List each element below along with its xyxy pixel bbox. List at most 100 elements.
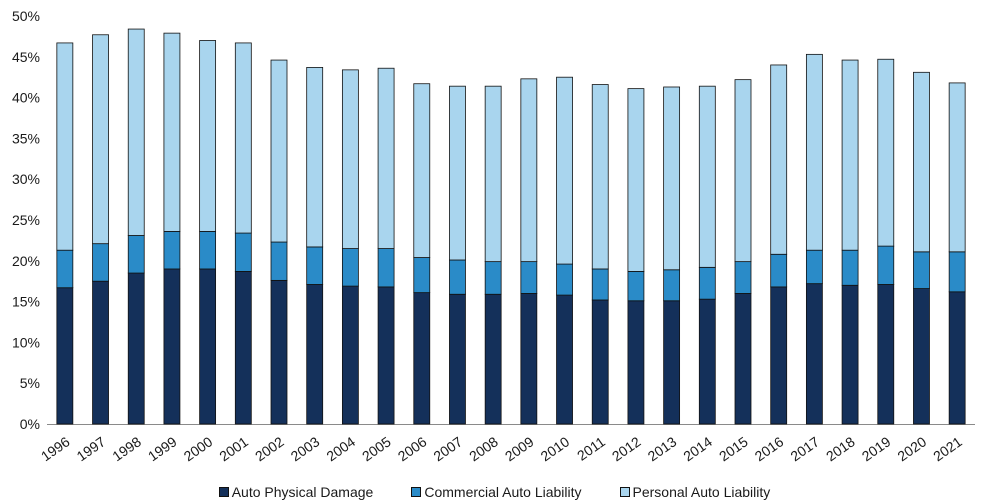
- x-tick-label: 2016: [752, 433, 787, 464]
- y-tick-label: 40%: [12, 90, 40, 106]
- bar-segment-commercial-auto-liability: [163, 231, 181, 270]
- bar-segment-personal-auto-liability: [948, 82, 966, 253]
- x-tick-label: 2003: [288, 433, 323, 464]
- bar-segment-auto-physical-damage: [877, 284, 895, 425]
- x-tick-label: 2010: [538, 433, 573, 464]
- x-tick-label: 2002: [252, 433, 287, 464]
- bar-segment-auto-physical-damage: [805, 283, 823, 425]
- y-tick-label: 5%: [20, 375, 40, 391]
- y-tick-label: 15%: [12, 294, 40, 310]
- bar-segment-auto-physical-damage: [734, 293, 752, 425]
- bar-segment-commercial-auto-liability: [591, 268, 609, 301]
- x-tick-label: 2020: [894, 433, 929, 464]
- legend: Auto Physical Damage Commercial Auto Lia…: [0, 482, 989, 502]
- bar-segment-personal-auto-liability: [556, 76, 573, 265]
- bar-segment-personal-auto-liability: [698, 85, 716, 268]
- x-tick-label: 2013: [645, 433, 680, 464]
- x-tick-label: 2000: [181, 433, 216, 464]
- y-tick-label: 25%: [12, 212, 40, 228]
- bar-segment-commercial-auto-liability: [484, 261, 502, 295]
- bar-segment-auto-physical-damage: [663, 300, 681, 425]
- x-tick-label: 2008: [466, 433, 501, 464]
- bar-segment-personal-auto-liability: [734, 79, 752, 263]
- x-tick-label: 2004: [323, 433, 358, 464]
- bar-segment-personal-auto-liability: [591, 84, 609, 270]
- bar-segment-personal-auto-liability: [270, 59, 288, 243]
- bar-segment-personal-auto-liability: [770, 64, 788, 255]
- bar-segment-commercial-auto-liability: [377, 248, 395, 288]
- bar-segment-personal-auto-liability: [841, 59, 859, 251]
- bar-segment-personal-auto-liability: [306, 67, 324, 248]
- x-tick-label: 2009: [502, 433, 537, 464]
- bar-segment-personal-auto-liability: [484, 85, 502, 263]
- x-tick-label: 1997: [74, 433, 109, 464]
- bar-segment-commercial-auto-liability: [341, 248, 359, 287]
- legend-item-auto-physical-damage: Auto Physical Damage: [218, 484, 374, 500]
- bar-segment-auto-physical-damage: [484, 293, 502, 425]
- bar-segment-auto-physical-damage: [234, 271, 252, 425]
- bar-segment-personal-auto-liability: [377, 67, 395, 249]
- bar-segment-auto-physical-damage: [377, 286, 395, 425]
- bar-segment-commercial-auto-liability: [841, 249, 859, 286]
- bar-segment-auto-physical-damage: [913, 288, 930, 425]
- bar-segment-personal-auto-liability: [413, 83, 431, 258]
- bar-segment-auto-physical-damage: [841, 284, 859, 425]
- bar-segment-personal-auto-liability: [199, 40, 217, 232]
- x-tick-label: 2015: [716, 433, 751, 464]
- bar-segment-auto-physical-damage: [306, 284, 324, 425]
- bar-segment-personal-auto-liability: [449, 85, 466, 261]
- bar-segment-personal-auto-liability: [805, 53, 823, 251]
- bar-segment-auto-physical-damage: [591, 299, 609, 425]
- bar-segment-commercial-auto-liability: [306, 246, 324, 285]
- bar-segment-commercial-auto-liability: [663, 269, 681, 302]
- x-tick-label: 2012: [609, 433, 644, 464]
- x-tick-label: 2006: [395, 433, 430, 464]
- x-tick-label: 2017: [787, 433, 822, 464]
- bar-segment-personal-auto-liability: [520, 78, 538, 263]
- stacked-bar-chart: 0%5%10%15%20%25%30%35%40%45%50%1996 1997 1…: [12, 8, 975, 464]
- bar-segment-commercial-auto-liability: [805, 249, 823, 285]
- bar-segment-personal-auto-liability: [663, 86, 681, 271]
- x-tick-label: 2007: [430, 433, 465, 464]
- x-tick-label: 2001: [216, 433, 251, 464]
- x-tick-label: 2018: [823, 433, 858, 464]
- bar-segment-auto-physical-damage: [92, 280, 109, 425]
- y-tick-label: 20%: [12, 253, 40, 269]
- bar-segment-commercial-auto-liability: [234, 232, 252, 272]
- legend-swatch-commercial-auto-liability: [411, 487, 422, 497]
- bar-segment-auto-physical-damage: [56, 287, 74, 425]
- legend-swatch-personal-auto-liability: [619, 487, 630, 497]
- bar-segment-auto-physical-damage: [127, 272, 145, 425]
- bar-segment-personal-auto-liability: [234, 42, 252, 234]
- x-tick-label: 2011: [574, 433, 608, 463]
- bar-segment-auto-physical-damage: [341, 285, 359, 425]
- bar-segment-commercial-auto-liability: [413, 257, 431, 294]
- legend-label-auto-physical-damage: Auto Physical Damage: [231, 484, 374, 500]
- bar-segment-commercial-auto-liability: [92, 243, 109, 282]
- bar-segment-commercial-auto-liability: [770, 253, 788, 288]
- x-tick-label: 2019: [859, 433, 894, 464]
- bar-segment-commercial-auto-liability: [449, 259, 466, 295]
- legend-label-commercial-auto-liability: Commercial Auto Liability: [424, 484, 582, 500]
- bar-segment-commercial-auto-liability: [877, 245, 895, 285]
- y-tick-label: 0%: [20, 416, 40, 432]
- x-tick-label: 1998: [109, 433, 144, 464]
- y-tick-label: 10%: [12, 334, 40, 350]
- y-tick-label: 30%: [12, 171, 40, 187]
- bar-segment-personal-auto-liability: [127, 28, 145, 236]
- x-tick-label: 1996: [38, 433, 73, 464]
- bar-segment-commercial-auto-liability: [520, 261, 538, 294]
- bar-segment-auto-physical-damage: [163, 268, 181, 425]
- bar-segment-personal-auto-liability: [341, 69, 359, 249]
- bar-segment-auto-physical-damage: [449, 293, 466, 425]
- bar-segment-auto-physical-damage: [270, 279, 288, 425]
- legend-label-personal-auto-liability: Personal Auto Liability: [632, 484, 771, 500]
- bar-segment-auto-physical-damage: [698, 298, 716, 425]
- x-tick-label: 1999: [145, 433, 180, 464]
- bar-segment-commercial-auto-liability: [627, 271, 645, 302]
- x-tick-label: 2014: [680, 433, 715, 464]
- bar-segment-commercial-auto-liability: [913, 251, 930, 289]
- bar-segment-personal-auto-liability: [163, 32, 181, 232]
- bar-segment-personal-auto-liability: [92, 34, 109, 245]
